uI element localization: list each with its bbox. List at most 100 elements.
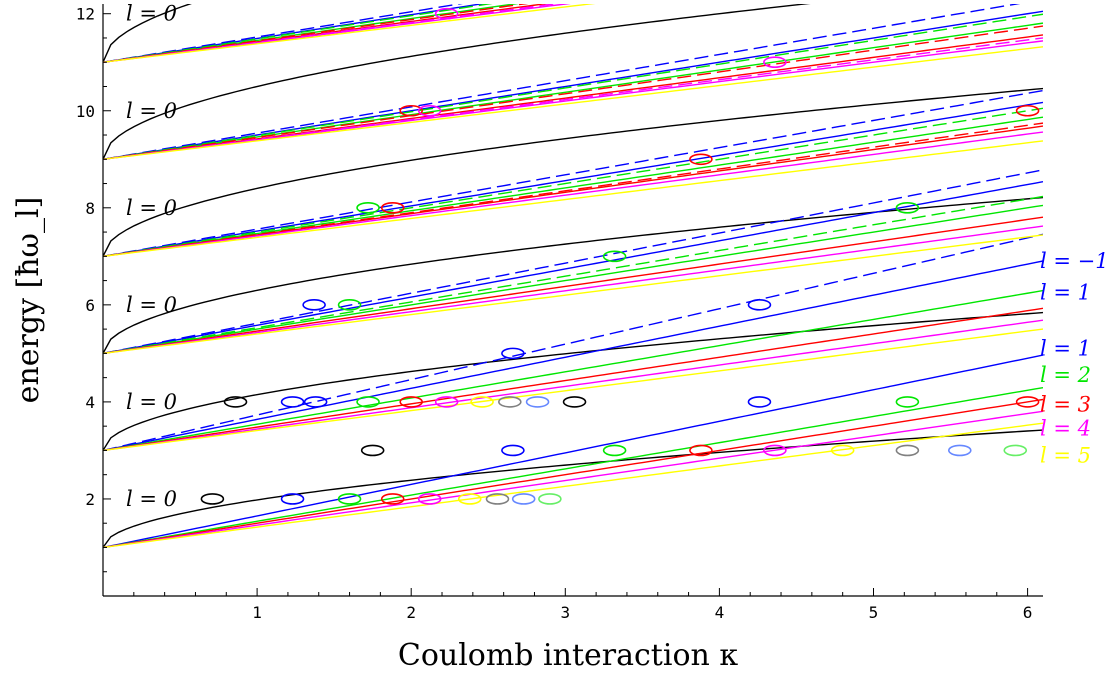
series-n0-l1-line bbox=[103, 354, 1043, 549]
point-marker bbox=[562, 396, 587, 408]
point-marker bbox=[602, 250, 627, 263]
series-n5-l4-line bbox=[103, 4, 571, 63]
series-n3-l1-line bbox=[103, 101, 1043, 258]
curve-label-right: l = 2 bbox=[1040, 363, 1091, 387]
point-marker bbox=[485, 493, 510, 505]
series-n4-l2-line bbox=[103, 22, 1043, 160]
series-n1-l5-line bbox=[103, 328, 1043, 452]
series-n1-l1-line bbox=[103, 260, 1043, 452]
series-n4-l-1-dashed-line bbox=[103, 4, 1021, 160]
point-marker bbox=[356, 396, 380, 408]
curve-label-right: l = 1 bbox=[1040, 281, 1091, 305]
series-n3-l3-line bbox=[103, 125, 1043, 258]
series-n4-l3-line bbox=[103, 34, 1043, 160]
series-n4-l4-line bbox=[103, 40, 1043, 160]
point-marker bbox=[280, 396, 305, 408]
series-n5-l3-line bbox=[103, 4, 549, 63]
series-n3-l5-line bbox=[103, 140, 1043, 258]
curve-label-left: l = 0 bbox=[126, 487, 177, 511]
point-marker bbox=[380, 202, 405, 214]
curve-label-right: l = 4 bbox=[1040, 417, 1091, 441]
point-marker bbox=[457, 493, 482, 505]
series-n1-l3-line bbox=[103, 307, 1043, 452]
point-marker bbox=[498, 396, 522, 408]
point-marker bbox=[356, 202, 380, 214]
series-n5-l2-dashed-line bbox=[103, 4, 493, 63]
y-tick-label: 12 bbox=[76, 5, 95, 24]
curve-label-right: l = 5 bbox=[1040, 443, 1091, 467]
point-marker bbox=[501, 347, 525, 360]
point-marker bbox=[830, 444, 855, 457]
point-marker bbox=[302, 299, 326, 311]
point-marker bbox=[303, 396, 328, 408]
y-tick-label: 2 bbox=[85, 490, 95, 509]
series-n3-l2-dashed-line bbox=[103, 107, 1043, 258]
point-marker bbox=[747, 396, 772, 408]
y-tick-label: 8 bbox=[85, 199, 95, 218]
y-axis-title: energy [ħω_l] bbox=[11, 197, 46, 404]
point-marker bbox=[417, 493, 442, 505]
x-axis-title: Coulomb interaction κ bbox=[398, 638, 739, 673]
point-marker bbox=[538, 493, 562, 505]
point-marker bbox=[1003, 444, 1028, 457]
point-marker bbox=[399, 396, 423, 408]
series-n3-l0-line bbox=[103, 87, 1043, 257]
point-marker bbox=[470, 396, 494, 408]
series-n1-l4-line bbox=[103, 319, 1043, 452]
point-marker bbox=[501, 444, 525, 457]
x-tick-label: 3 bbox=[560, 603, 570, 622]
series-n5-l-1-dashed-line bbox=[103, 4, 463, 63]
curve-label-left: l = 0 bbox=[126, 99, 177, 123]
series-n3-l4-line bbox=[103, 131, 1043, 258]
point-marker bbox=[1015, 396, 1040, 408]
series-n3-l3-dashed-line bbox=[103, 122, 1043, 258]
series-n0-l0-line bbox=[103, 429, 1043, 548]
point-marker bbox=[747, 299, 772, 311]
point-marker bbox=[434, 396, 459, 408]
series-n4-l5-line bbox=[103, 46, 1043, 160]
markers-layer bbox=[200, 7, 1040, 505]
series-n0-l5-line bbox=[103, 422, 1043, 549]
x-tick-label: 5 bbox=[869, 603, 879, 622]
series-n3-l2-line bbox=[103, 116, 1043, 258]
curve-label-right: l = 3 bbox=[1040, 392, 1091, 416]
series-n2-l3-line bbox=[103, 216, 1043, 355]
series-n5-l3-dashed-line bbox=[103, 4, 529, 63]
series-n2-l5-line bbox=[103, 234, 1043, 355]
series-n4-l2-dashed-line bbox=[103, 13, 1043, 160]
series-n2-l-1-dashed-line bbox=[103, 169, 1043, 355]
y-tick-label: 4 bbox=[85, 393, 95, 412]
point-marker bbox=[434, 7, 459, 20]
series-n1-l-1-dashed-line bbox=[103, 233, 1043, 452]
point-marker bbox=[380, 493, 405, 505]
series-n4-l4-dashed-line bbox=[103, 37, 1043, 160]
point-marker bbox=[511, 493, 536, 505]
point-marker bbox=[689, 444, 713, 457]
series-n4-l1-line bbox=[103, 10, 1043, 160]
series-n2-l0-line bbox=[103, 196, 1043, 354]
y-tick-label: 10 bbox=[76, 102, 95, 121]
series-n2-l4-line bbox=[103, 225, 1043, 355]
point-marker bbox=[360, 444, 385, 457]
x-tick-label: 1 bbox=[252, 603, 262, 622]
series-n0-l3-line bbox=[103, 398, 1043, 549]
curve-label-left: l = 0 bbox=[126, 2, 177, 26]
curve-label-right: l = −1 bbox=[1040, 249, 1109, 273]
curves-layer bbox=[103, 4, 1043, 549]
series-n1-l2-line bbox=[103, 289, 1043, 452]
point-marker bbox=[1015, 104, 1040, 117]
curve-label-right: l = 1 bbox=[1040, 337, 1091, 361]
series-n1-l0-line bbox=[103, 311, 1043, 451]
series-n4-l3-dashed-line bbox=[103, 25, 1043, 160]
series-n5-l2-line bbox=[103, 4, 519, 63]
point-marker bbox=[763, 56, 787, 69]
point-marker bbox=[895, 396, 920, 408]
series-n2-l2-line bbox=[103, 204, 1043, 355]
point-marker bbox=[689, 153, 713, 166]
x-tick-label: 2 bbox=[406, 603, 416, 622]
series-n5-l5-line bbox=[103, 4, 596, 63]
point-marker bbox=[895, 444, 920, 457]
point-marker bbox=[337, 299, 362, 311]
